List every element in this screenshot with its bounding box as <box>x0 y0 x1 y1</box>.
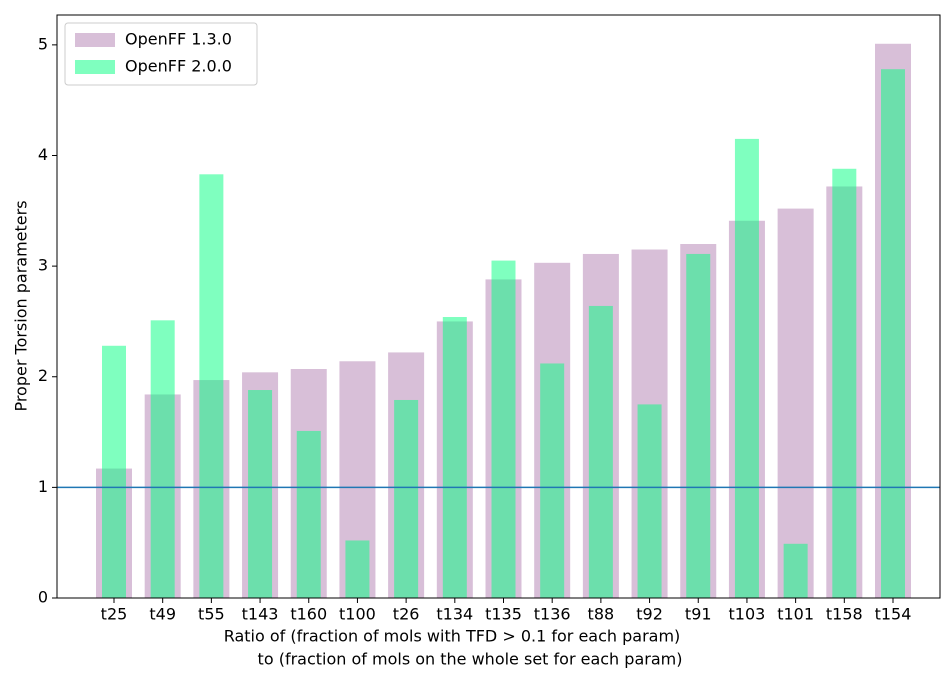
y-tick-label: 0 <box>38 588 48 607</box>
x-tick-label: t25 <box>101 605 128 624</box>
bar <box>102 345 126 598</box>
bar <box>832 168 857 599</box>
bar <box>248 390 273 598</box>
x-tick-label: t26 <box>393 605 420 624</box>
bar <box>881 69 905 598</box>
legend-label: OpenFF 1.3.0 <box>125 30 232 49</box>
bar <box>150 320 175 598</box>
legend-label: OpenFF 2.0.0 <box>125 57 232 76</box>
y-tick-label: 1 <box>38 477 48 496</box>
bar <box>686 253 711 598</box>
bar <box>783 543 808 598</box>
plot-frame <box>56 14 941 599</box>
bar <box>777 208 814 598</box>
x-tick-label: t100 <box>339 605 376 624</box>
bar <box>637 404 662 598</box>
x-tick-label: t101 <box>777 605 814 624</box>
bar <box>394 399 419 598</box>
x-tick-label: t49 <box>149 605 176 624</box>
legend-swatch <box>75 33 115 47</box>
bar <box>491 260 516 598</box>
bar <box>345 540 370 598</box>
y-tick-label: 3 <box>38 256 48 275</box>
x-tick-label: t91 <box>685 605 712 624</box>
bar <box>588 305 613 598</box>
legend-swatch <box>75 60 115 74</box>
x-tick-label: t160 <box>290 605 327 624</box>
x-tick-label: t134 <box>436 605 473 624</box>
x-tick-label: t103 <box>729 605 766 624</box>
y-axis-label: Proper Torsion parameters <box>12 200 31 411</box>
bar <box>540 363 565 598</box>
x-tick-label: t88 <box>588 605 615 624</box>
bar <box>296 430 321 598</box>
bar <box>199 174 224 599</box>
x-axis-label: to (fraction of mols on the whole set fo… <box>258 650 683 669</box>
x-tick-label: t55 <box>198 605 225 624</box>
y-tick-label: 2 <box>38 366 48 385</box>
bar <box>442 317 467 598</box>
x-tick-label: t135 <box>485 605 522 624</box>
x-tick-label: t136 <box>534 605 571 624</box>
x-tick-label: t143 <box>242 605 279 624</box>
x-tick-label: t92 <box>636 605 663 624</box>
bar <box>734 138 759 599</box>
x-tick-label: t154 <box>875 605 912 624</box>
x-axis-label: Ratio of (fraction of mols with TFD > 0.… <box>224 627 681 646</box>
y-tick-label: 4 <box>38 145 48 164</box>
x-tick-label: t158 <box>826 605 863 624</box>
y-tick-label: 5 <box>38 34 48 53</box>
